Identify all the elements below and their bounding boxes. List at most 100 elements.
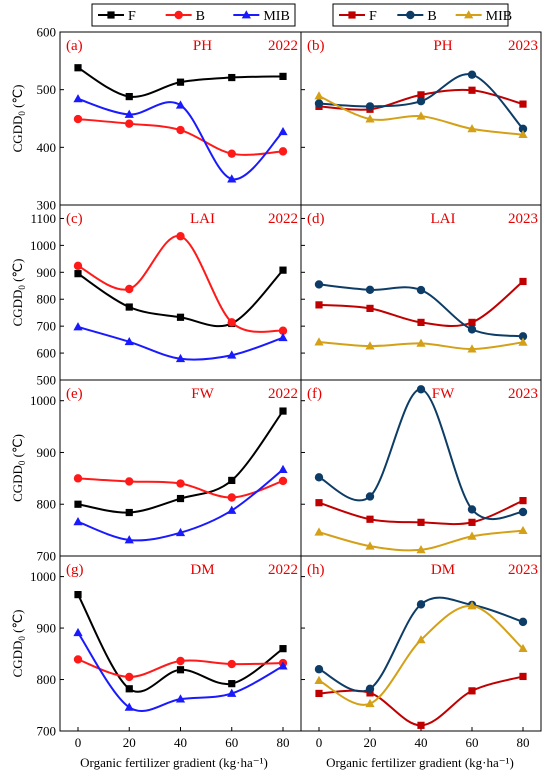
panel-b: (b) PH 2023 <box>300 31 542 206</box>
legend-left: F B MIB <box>91 3 296 27</box>
panel-a-year: 2022 <box>268 38 298 54</box>
panel-c-point-mib-60 <box>227 350 237 359</box>
panel-e-label: (e) <box>66 386 83 402</box>
panel-a-series-mib <box>73 94 288 183</box>
panel-h-point-b-80 <box>518 617 528 627</box>
panel-h-label: (h) <box>307 562 325 578</box>
panel-c-point-mib-20 <box>124 336 134 346</box>
y-axis-label-row-4: CGDD0 (℃) <box>10 610 27 678</box>
panel-d-point-mib-20 <box>365 341 375 350</box>
panel-g-point-mib-60 <box>227 688 237 697</box>
panel-h: 0 20 40 60 80 (h) DM 2023 <box>300 555 542 750</box>
panel-g-point-f-0 <box>74 591 82 599</box>
panel-f: (f) FW 2023 <box>300 379 542 557</box>
y-axis-label-unit: (℃) <box>10 610 25 637</box>
panel-g-point-mib-0 <box>73 627 83 637</box>
panel-b-series-mib <box>314 91 528 139</box>
panel-e-ytick-label: 700 <box>37 549 57 564</box>
panel-b-year: 2023 <box>508 38 538 54</box>
panel-e-point-mib-80 <box>278 464 288 473</box>
panel-f-point-b-40 <box>416 385 426 394</box>
panel-e-point-f-40 <box>176 494 185 503</box>
panel-c-point-f-20 <box>125 303 133 311</box>
panel-a-ytick-label: 300 <box>37 198 57 213</box>
panel-e-series-b <box>73 474 288 502</box>
panel-h-point-f-40 <box>417 721 425 729</box>
legend-marker-f <box>348 11 356 19</box>
panel-e-series-mib <box>73 464 288 544</box>
panel-g-ytick-label: 900 <box>37 621 57 636</box>
panel-b-point-b-80 <box>518 124 528 134</box>
panel-h-point-f-0 <box>315 689 323 698</box>
panel-h-point-b-0 <box>314 665 324 674</box>
panel-g-point-f-80 <box>279 645 287 653</box>
panel-c-point-b-0 <box>73 261 83 271</box>
panel-g-point-f-20 <box>125 685 133 693</box>
panel-h-point-mib-80 <box>518 643 528 653</box>
panel-a-point-b-0 <box>73 114 83 124</box>
panel-h-series-mib <box>314 601 528 708</box>
panel-g: 700 800 900 1000 0 20 40 60 80 (g) DM 2022 <box>30 555 302 750</box>
panel-a-series-f <box>74 64 287 101</box>
panel-g-point-b-60 <box>227 659 236 669</box>
panel-d-point-b-80 <box>518 332 528 341</box>
panel-g-ytick-label: 800 <box>37 672 57 687</box>
panel-c-trait: LAI <box>190 211 215 227</box>
panel-e-point-mib-60 <box>227 505 237 514</box>
panel-e: 700 800 900 1000 (e) FW 2022 <box>30 379 302 564</box>
panel-a-ytick-label: 600 <box>37 25 57 40</box>
panel-d-point-b-60 <box>467 325 477 334</box>
panel-b-point-b-60 <box>467 70 477 79</box>
panel-c-point-mib-40 <box>175 353 186 363</box>
panel-a-point-b-20 <box>125 119 134 128</box>
panel-h-point-f-60 <box>468 687 476 695</box>
y-axis-label-unit: (℃) <box>10 259 25 286</box>
panel-d-year: 2023 <box>508 211 538 227</box>
panel-a-point-mib-40 <box>175 100 186 109</box>
panel-a-point-b-40 <box>176 125 185 135</box>
panel-a-point-f-60 <box>228 73 236 82</box>
panel-e-ytick-label: 900 <box>37 445 57 460</box>
panel-f-point-b-80 <box>518 507 528 517</box>
y-axis-label-subscript: 0 <box>17 460 27 465</box>
panel-e-point-mib-20 <box>124 535 134 544</box>
panel-e-point-b-20 <box>125 477 134 486</box>
legend-marker-b <box>174 10 183 20</box>
panel-g-frame <box>59 555 302 732</box>
panel-b-point-f-60 <box>468 86 476 94</box>
panel-c-ytick-label: 900 <box>37 265 57 280</box>
panel-f-series-f <box>315 497 527 526</box>
panel-g-point-b-0 <box>73 655 83 664</box>
panel-d-series-b <box>314 280 528 341</box>
panel-b-point-f-80 <box>519 100 527 108</box>
panel-f-point-f-80 <box>519 497 527 505</box>
y-axis-label-subscript: 0 <box>17 285 27 290</box>
panel-c-year: 2022 <box>268 211 298 227</box>
panel-d-point-f-0 <box>315 301 323 309</box>
panel-e-ytick-label: 800 <box>37 497 57 512</box>
panel-b-series-b <box>314 70 528 134</box>
panel-c-series-f <box>74 266 287 328</box>
panel-f-point-f-20 <box>366 515 374 523</box>
panel-e-ytick-label: 1000 <box>30 393 56 408</box>
panel-a-point-mib-80 <box>278 126 288 136</box>
legend-entry-f: F <box>339 9 377 24</box>
panel-g-point-b-40 <box>176 656 185 666</box>
panel-e-point-f-20 <box>125 508 133 517</box>
panel-g-xtick-label: 0 <box>75 735 82 750</box>
panel-c-ytick-label: 1000 <box>30 238 56 253</box>
panel-b-point-mib-20 <box>365 114 375 123</box>
panel-b-point-b-20 <box>365 102 375 111</box>
panel-d-point-mib-0 <box>314 337 324 346</box>
panel-f-year: 2023 <box>508 386 538 402</box>
legend-entry-b: B <box>165 9 205 24</box>
panel-a-point-b-60 <box>227 149 236 158</box>
panel-b-label: (b) <box>307 38 325 54</box>
y-axis-label-row-3: CGDD0 (℃) <box>10 434 27 502</box>
panel-d-label: (d) <box>307 211 325 227</box>
panel-a-point-mib-60 <box>227 174 237 183</box>
panel-f-series-mib <box>314 525 528 554</box>
panel-a-point-f-40 <box>176 78 185 86</box>
legend-frame <box>91 3 296 27</box>
